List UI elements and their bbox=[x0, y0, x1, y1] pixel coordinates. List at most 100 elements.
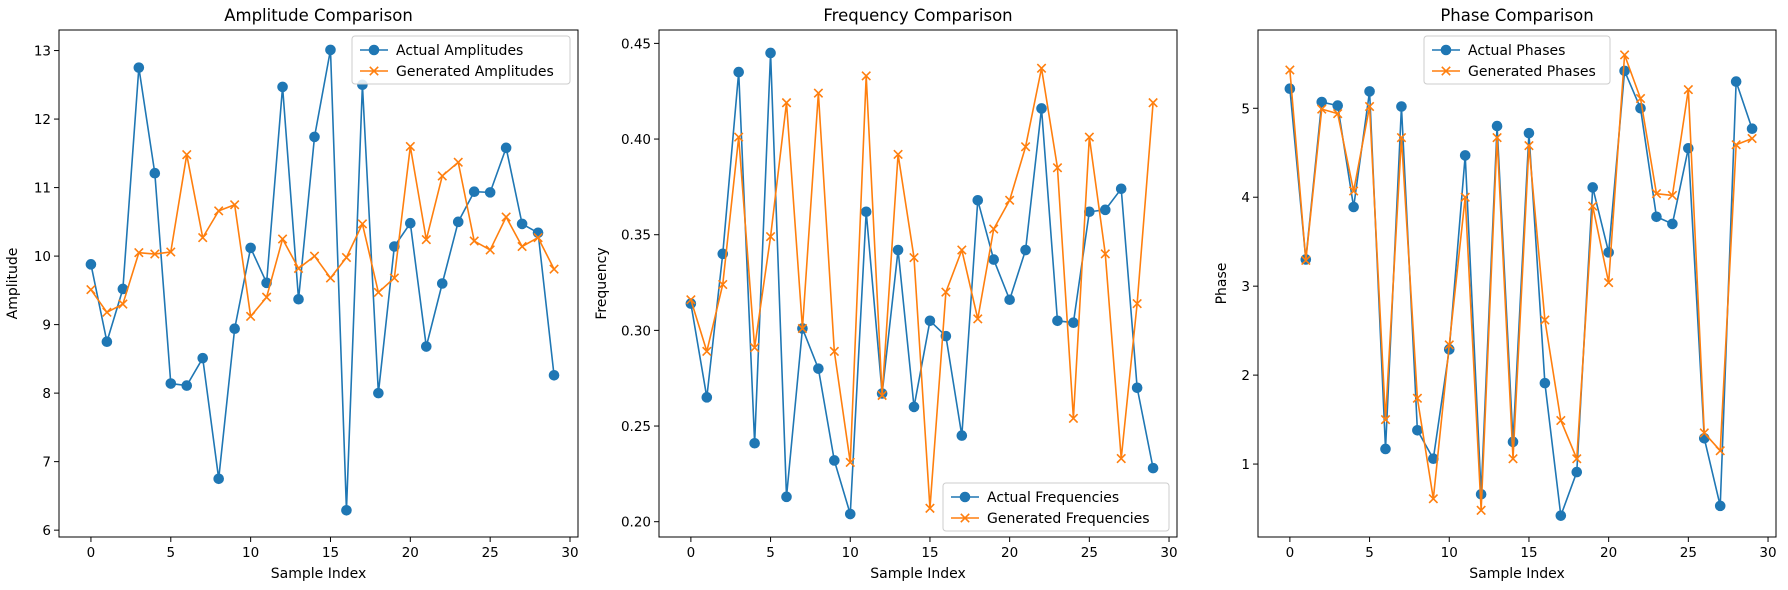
data-point bbox=[1476, 505, 1486, 516]
data-point bbox=[1412, 424, 1423, 436]
x-tick-label: 25 bbox=[1081, 545, 1098, 561]
data-point bbox=[1714, 500, 1726, 512]
data-point bbox=[181, 149, 192, 160]
y-tick-label: 12 bbox=[34, 112, 51, 128]
data-point bbox=[1587, 201, 1598, 211]
series-2 bbox=[686, 63, 1158, 514]
series-1 bbox=[85, 44, 560, 516]
x-tick-label: 25 bbox=[482, 545, 499, 561]
x-tick-label: 20 bbox=[402, 545, 419, 561]
data-point bbox=[405, 217, 416, 229]
data-point bbox=[150, 249, 160, 259]
data-point bbox=[453, 157, 463, 167]
data-point bbox=[1651, 211, 1662, 223]
x-tick-label: 0 bbox=[687, 545, 696, 561]
data-point bbox=[701, 392, 713, 403]
data-point bbox=[501, 212, 511, 222]
y-tick-label: 5 bbox=[1241, 101, 1250, 117]
legend: Actual Phases Generated Phases bbox=[1423, 35, 1611, 85]
data-point bbox=[149, 167, 161, 179]
data-point bbox=[357, 219, 368, 229]
data-point bbox=[908, 401, 920, 413]
data-point bbox=[1332, 100, 1343, 111]
data-point bbox=[469, 236, 479, 246]
data-point bbox=[166, 247, 176, 257]
y-tick-label: 0.25 bbox=[621, 419, 651, 435]
data-point bbox=[893, 149, 903, 160]
plot-frame bbox=[58, 29, 579, 538]
x-tick-label: 30 bbox=[561, 545, 578, 561]
y-tick-label: 13 bbox=[34, 44, 51, 60]
data-point bbox=[861, 71, 871, 81]
chart-title: Amplitude Comparison bbox=[224, 6, 413, 25]
data-point bbox=[1148, 97, 1158, 108]
data-point bbox=[733, 132, 744, 142]
data-point bbox=[420, 341, 432, 352]
data-point bbox=[1730, 76, 1742, 87]
data-point bbox=[277, 81, 288, 93]
data-point bbox=[1084, 132, 1095, 142]
data-point bbox=[1572, 453, 1582, 464]
x-tick-label: 15 bbox=[921, 545, 938, 561]
data-point bbox=[1068, 413, 1079, 424]
data-point bbox=[1619, 65, 1630, 77]
data-point bbox=[213, 473, 224, 485]
data-point bbox=[133, 62, 145, 73]
data-point bbox=[373, 387, 384, 399]
y-tick-label: 9 bbox=[42, 318, 51, 334]
x-tick-label: 20 bbox=[1001, 545, 1018, 561]
data-point bbox=[1667, 218, 1678, 230]
data-point bbox=[533, 232, 543, 243]
data-point bbox=[1285, 65, 1295, 75]
data-point bbox=[102, 307, 112, 318]
data-point bbox=[436, 278, 448, 289]
data-point bbox=[485, 245, 495, 255]
data-point bbox=[1052, 315, 1063, 327]
data-point bbox=[197, 352, 209, 364]
y-tick-label: 3 bbox=[1241, 279, 1250, 295]
data-point bbox=[1619, 50, 1630, 60]
data-point bbox=[1651, 188, 1662, 199]
series-line bbox=[90, 145, 555, 318]
data-point bbox=[1020, 141, 1031, 152]
y-tick-label: 0.30 bbox=[621, 323, 651, 339]
data-point bbox=[1555, 510, 1567, 521]
y-tick-label: 0.45 bbox=[621, 36, 651, 52]
data-point bbox=[277, 234, 288, 244]
data-point bbox=[1428, 493, 1439, 504]
data-point bbox=[1635, 93, 1646, 104]
data-point bbox=[85, 259, 97, 270]
data-point bbox=[1699, 428, 1710, 438]
data-point bbox=[325, 273, 336, 283]
legend-box bbox=[351, 35, 571, 85]
x-tick-label: 20 bbox=[1600, 545, 1617, 561]
data-point bbox=[245, 242, 256, 254]
y-axis-label: Phase bbox=[1214, 263, 1230, 305]
chart-panel-3: Phase Comparison 0 5 10 15 20 25 30 1 2 3 4 5 Sample … bbox=[1214, 6, 1777, 582]
data-point bbox=[749, 437, 760, 449]
data-point bbox=[118, 299, 128, 309]
data-point bbox=[877, 390, 887, 401]
data-point bbox=[1746, 123, 1758, 135]
data-point bbox=[717, 279, 728, 290]
y-axis-label: Frequency bbox=[594, 247, 610, 319]
series-line bbox=[90, 49, 555, 512]
legend-label: Generated Amplitudes bbox=[396, 64, 554, 80]
data-point bbox=[1020, 244, 1031, 256]
series-2 bbox=[86, 141, 559, 322]
legend-marker bbox=[369, 66, 379, 76]
data-point bbox=[1116, 453, 1126, 464]
data-point bbox=[1747, 133, 1757, 144]
x-tick-label: 5 bbox=[766, 545, 775, 561]
data-point bbox=[765, 47, 776, 59]
data-point bbox=[1132, 298, 1142, 309]
data-point bbox=[972, 194, 984, 206]
x-axis-label: Sample Index bbox=[870, 566, 965, 582]
data-point bbox=[421, 234, 432, 245]
data-point bbox=[797, 323, 808, 334]
data-point bbox=[341, 252, 352, 263]
data-point bbox=[1698, 432, 1710, 444]
data-point bbox=[1348, 186, 1359, 196]
data-point bbox=[261, 292, 272, 302]
data-point bbox=[1523, 127, 1535, 139]
